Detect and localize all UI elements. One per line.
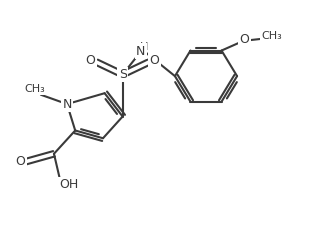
Text: CH₃: CH₃: [261, 31, 282, 41]
Text: O: O: [86, 54, 95, 67]
Text: H: H: [140, 42, 148, 51]
Text: S: S: [119, 68, 127, 81]
Text: CH₃: CH₃: [25, 84, 45, 94]
Text: N: N: [62, 98, 72, 111]
Text: O: O: [15, 155, 25, 168]
Text: OH: OH: [59, 178, 78, 191]
Text: O: O: [239, 33, 250, 46]
Text: N: N: [136, 45, 145, 58]
Text: O: O: [150, 54, 160, 67]
